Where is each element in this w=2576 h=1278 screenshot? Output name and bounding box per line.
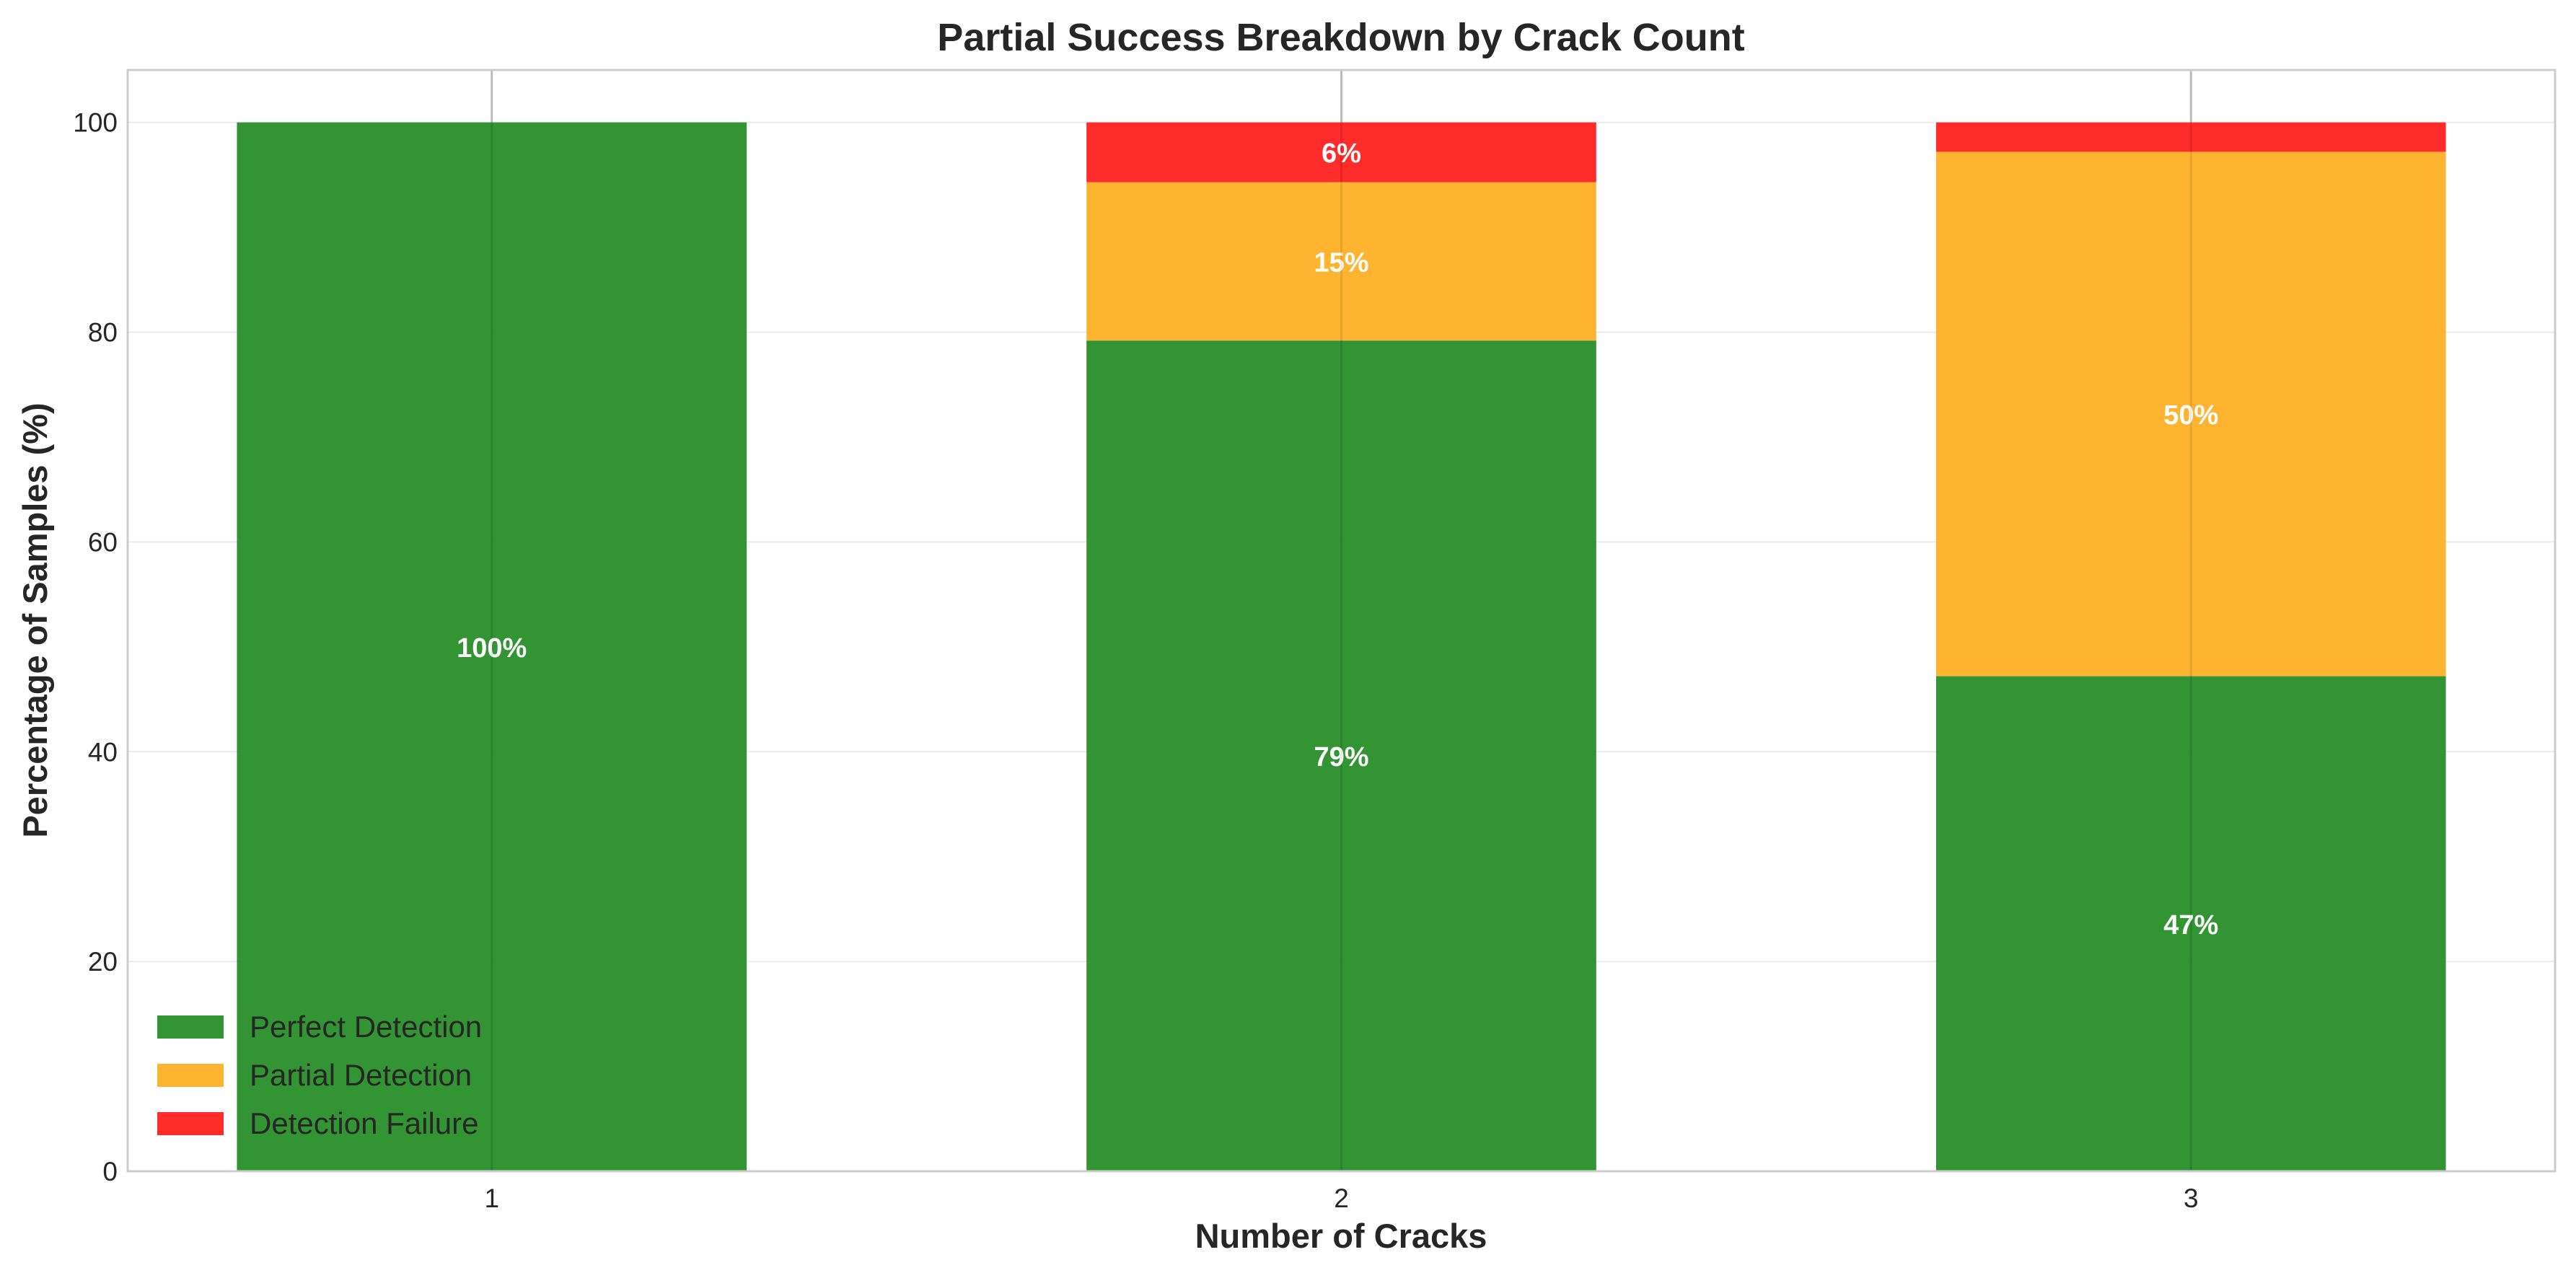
chart-title: Partial Success Breakdown by Crack Count — [937, 16, 1744, 59]
y-tick-label: 0 — [102, 1157, 118, 1186]
ticks: 0 20 40 60 80 100 1 2 3 — [73, 108, 2198, 1213]
bar-segment-partial-detection — [1935, 151, 2446, 677]
y-axis-label: Percentage of Samples (%) — [16, 402, 54, 837]
data-labels: 100% 79% 15% 6% 47% 50% — [457, 70, 2218, 1171]
x-axis-label: Number of Cracks — [1195, 1217, 1487, 1255]
y-tick-label: 20 — [88, 947, 118, 977]
y-tick-label: 100 — [73, 108, 118, 138]
plot-frame — [126, 69, 2557, 1173]
bar-segment-detection-failure — [1935, 122, 2446, 152]
legend: Perfect Detection Partial Detection Detect… — [157, 1010, 482, 1140]
y-tick-label: 40 — [88, 737, 118, 767]
bar-segment-perfect-detection — [1086, 340, 1596, 1172]
bar-value-label: 15% — [1314, 247, 1368, 278]
y-tick-label: 60 — [88, 527, 118, 557]
bar-value-label: 50% — [2163, 400, 2218, 431]
bar-segment-perfect-detection — [237, 122, 747, 1172]
legend-swatch — [157, 1064, 224, 1087]
bar-segment-perfect-detection — [1935, 676, 2446, 1171]
bar-value-label: 100% — [457, 633, 527, 664]
legend-entry: Partial Detection — [250, 1058, 472, 1092]
bar-value-label: 6% — [1322, 138, 1361, 169]
bar-value-label: 79% — [1314, 742, 1368, 772]
x-tick-label: 2 — [1334, 1184, 1349, 1213]
legend-entry: Perfect Detection — [250, 1010, 482, 1044]
x-tick-label: 3 — [2184, 1184, 2199, 1213]
bars — [237, 122, 2446, 1172]
y-tick-label: 80 — [88, 318, 118, 348]
legend-entry: Detection Failure — [250, 1106, 478, 1140]
x-tick-label: 1 — [484, 1184, 499, 1213]
bar-value-label: 47% — [2163, 910, 2218, 940]
bar-segment-detection-failure — [1086, 122, 1596, 182]
legend-swatch — [157, 1015, 224, 1039]
bar-segment-partial-detection — [1086, 182, 1596, 341]
legend-swatch — [157, 1112, 224, 1135]
